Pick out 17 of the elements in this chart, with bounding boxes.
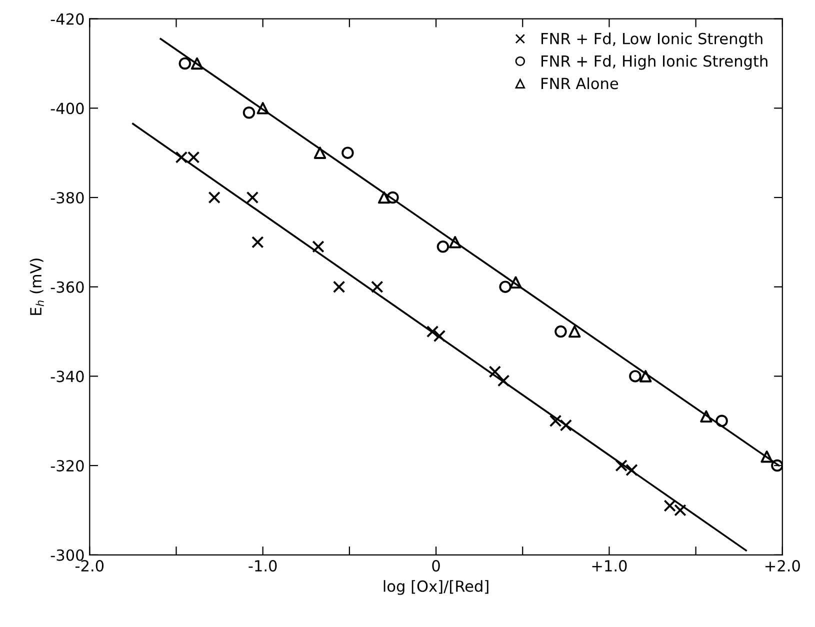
y-tick-label: -300 bbox=[50, 549, 84, 561]
x-axis-title: log [Ox]/[Red] bbox=[384, 580, 488, 595]
y-tick-label: -380 bbox=[50, 192, 84, 204]
legend-label: FNR + Fd, Low Ionic Strength bbox=[542, 32, 762, 48]
x-tick-label: -2.0 bbox=[75, 560, 104, 572]
x-tick-label: +2.0 bbox=[765, 560, 800, 572]
legend-label: FNR Alone bbox=[542, 77, 618, 90]
legend-label: FNR + Fd, High Ionic Strength bbox=[542, 54, 768, 70]
x-tick-label: 0 bbox=[432, 560, 440, 572]
x-tick-label: +1.0 bbox=[592, 560, 627, 572]
y-tick-label: -340 bbox=[50, 370, 84, 382]
y-tick-label: -420 bbox=[50, 13, 84, 25]
y-axis-title: E$_{h}$ (mV) bbox=[30, 258, 44, 315]
y-tick-label: -400 bbox=[50, 102, 84, 114]
x-tick-label: -1.0 bbox=[248, 560, 277, 572]
y-tick-label: -360 bbox=[50, 281, 84, 293]
y-tick-label: -320 bbox=[50, 460, 84, 472]
